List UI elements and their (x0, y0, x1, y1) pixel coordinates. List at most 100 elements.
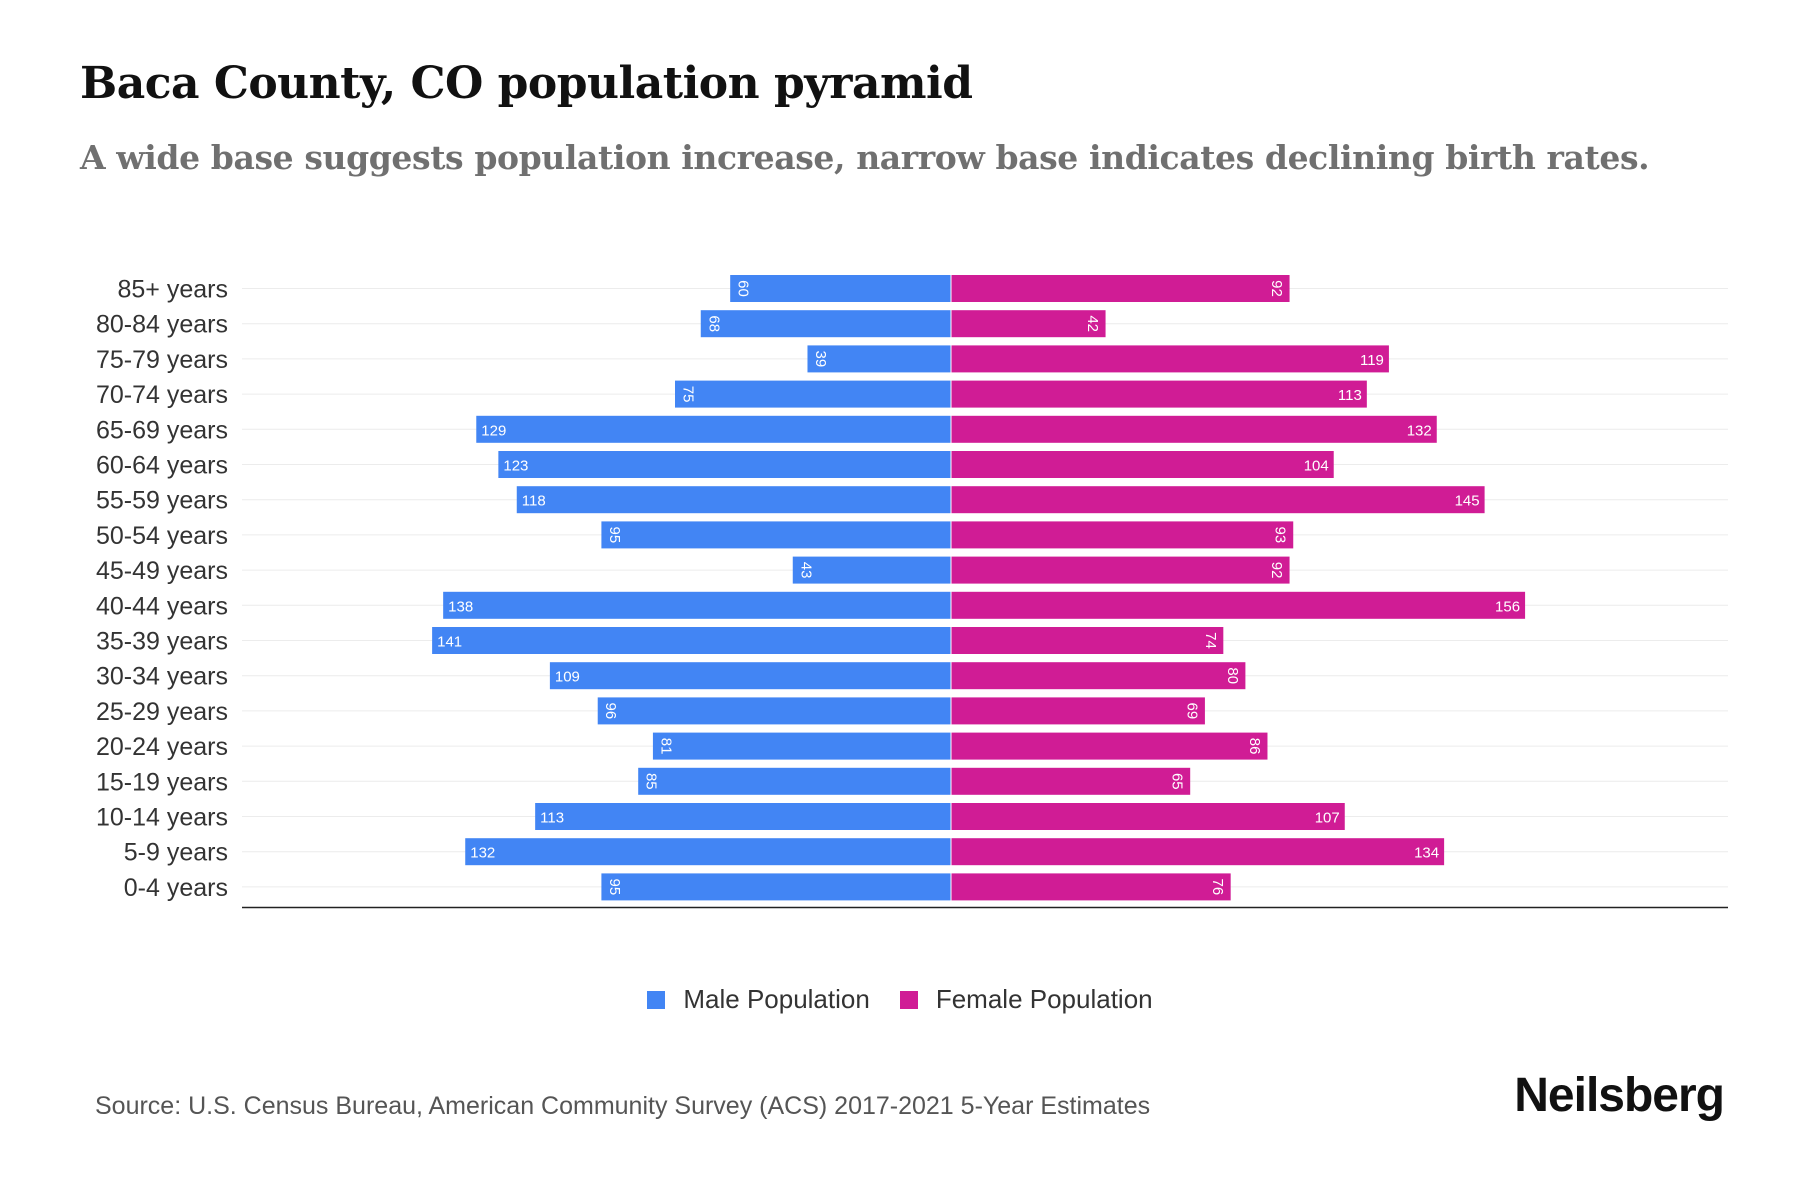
female-bar[interactable] (951, 732, 1268, 760)
female-data-label: 92 (1268, 562, 1285, 579)
female-data-label: 86 (1246, 738, 1263, 755)
category-label: 35-39 years (96, 628, 228, 656)
male-bar[interactable] (432, 627, 951, 654)
male-data-label: 43 (797, 562, 814, 579)
legend-swatch-female (899, 990, 918, 1009)
male-data-label: 81 (657, 738, 674, 755)
female-data-label: 76 (1209, 879, 1226, 896)
female-bar[interactable] (951, 873, 1231, 901)
male-bar[interactable] (443, 591, 951, 619)
female-data-label: 92 (1268, 280, 1285, 297)
female-bar[interactable] (951, 838, 1445, 866)
female-bar[interactable] (951, 627, 1224, 654)
male-data-label: 60 (735, 280, 752, 297)
category-label: 30-34 years (96, 663, 228, 691)
male-data-label: 118 (522, 493, 546, 510)
category-label: 85+ years (118, 276, 229, 304)
category-label: 55-59 years (96, 487, 228, 515)
legend-label-female: Female Population (935, 984, 1153, 1014)
female-bar[interactable] (951, 521, 1294, 549)
male-data-label: 68 (705, 315, 722, 332)
male-data-label: 132 (470, 845, 495, 862)
female-data-label: 119 (1360, 352, 1384, 369)
female-bar[interactable] (951, 591, 1526, 619)
category-label: 10-14 years (96, 804, 228, 832)
male-bar[interactable] (601, 521, 951, 549)
male-bar[interactable] (597, 697, 951, 725)
category-label: 75-79 years (96, 346, 228, 374)
female-bar[interactable] (951, 486, 1485, 514)
category-label: 5-9 years (124, 839, 228, 867)
female-data-label: 65 (1169, 773, 1186, 790)
category-label: 50-54 years (96, 522, 228, 550)
female-data-label: 80 (1224, 667, 1241, 684)
male-data-label: 129 (481, 422, 506, 439)
male-data-label: 113 (540, 810, 564, 827)
female-bar[interactable] (951, 697, 1205, 725)
male-data-label: 75 (680, 386, 697, 403)
male-bar[interactable] (498, 451, 951, 478)
legend-label-male: Male Population (683, 984, 870, 1014)
female-bar[interactable] (951, 662, 1246, 690)
male-bar[interactable] (638, 767, 951, 795)
male-bar[interactable] (601, 873, 951, 901)
category-label: 60-64 years (96, 452, 228, 480)
female-bar[interactable] (951, 556, 1290, 584)
female-data-label: 156 (1495, 598, 1520, 615)
category-label: 40-44 years (96, 592, 228, 620)
male-data-label: 95 (606, 879, 623, 896)
category-label: 15-19 years (96, 768, 228, 796)
female-data-label: 104 (1304, 458, 1329, 475)
female-data-label: 134 (1414, 845, 1439, 862)
female-data-label: 42 (1084, 315, 1101, 332)
male-bar[interactable] (535, 803, 951, 830)
category-label: 45-49 years (96, 557, 228, 585)
legend-item-female[interactable]: Female Population (899, 984, 1153, 1015)
female-data-label: 113 (1338, 387, 1362, 404)
category-label: 65-69 years (96, 416, 228, 444)
male-bar[interactable] (700, 310, 951, 338)
legend-swatch-male (647, 990, 666, 1009)
category-label: 25-29 years (96, 698, 228, 726)
female-data-label: 74 (1202, 632, 1219, 649)
male-bar[interactable] (652, 732, 951, 760)
chart-title: Baca County, CO population pyramid (80, 58, 973, 109)
female-bar[interactable] (951, 345, 1389, 373)
male-bar[interactable] (675, 380, 951, 408)
female-bar[interactable] (951, 310, 1106, 338)
female-data-label: 69 (1183, 703, 1200, 720)
male-data-label: 95 (606, 527, 623, 544)
male-bar[interactable] (807, 345, 951, 373)
female-bar[interactable] (951, 380, 1367, 408)
female-data-label: 145 (1455, 493, 1480, 510)
chart-legend: Male Population Female Population (0, 984, 1800, 1015)
category-label: 70-74 years (96, 381, 228, 409)
male-bar[interactable] (465, 838, 951, 866)
male-data-label: 138 (448, 598, 473, 615)
category-label: 20-24 years (96, 733, 228, 761)
female-bar[interactable] (951, 451, 1334, 478)
male-data-label: 85 (643, 773, 660, 790)
chart-subtitle: A wide base suggests population increase… (80, 138, 1650, 177)
female-data-label: 107 (1315, 810, 1340, 827)
brand-logo: Neilsberg (1514, 1069, 1725, 1122)
category-label: 0-4 years (124, 874, 228, 902)
male-bar[interactable] (516, 486, 951, 514)
category-label: 80-84 years (96, 311, 228, 339)
male-bar[interactable] (792, 556, 951, 584)
female-data-label: 132 (1407, 422, 1432, 439)
male-bar[interactable] (549, 662, 951, 690)
male-data-label: 96 (602, 703, 619, 720)
female-bar[interactable] (951, 803, 1345, 830)
female-bar[interactable] (951, 275, 1290, 302)
source-note: Source: U.S. Census Bureau, American Com… (95, 1092, 1151, 1120)
legend-item-male[interactable]: Male Population (647, 984, 870, 1015)
male-bar[interactable] (476, 415, 951, 443)
male-data-label: 141 (437, 634, 462, 651)
male-bar[interactable] (730, 275, 951, 302)
female-bar[interactable] (951, 415, 1437, 443)
male-data-label: 123 (503, 458, 528, 475)
female-data-label: 93 (1272, 527, 1289, 544)
female-bar[interactable] (951, 767, 1191, 795)
